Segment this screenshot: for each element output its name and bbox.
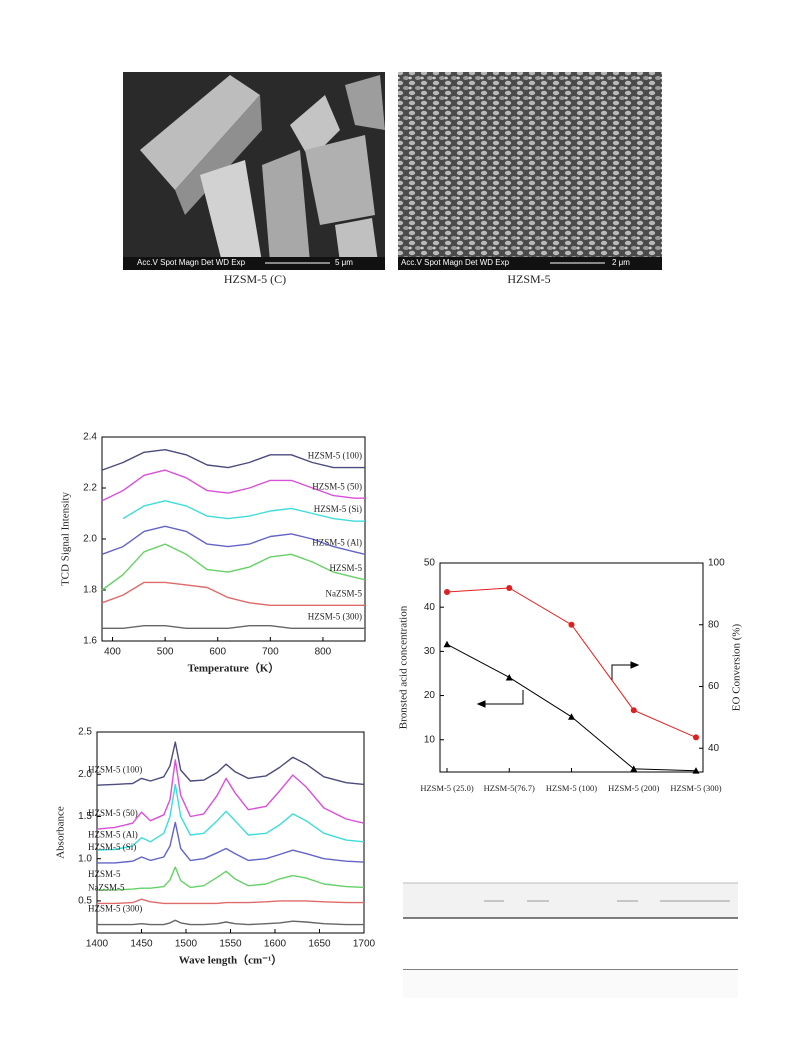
x-tick-label: 400 bbox=[104, 647, 121, 658]
y-tick-label: 20 bbox=[424, 690, 436, 701]
series-label: HZSM-5 (300) bbox=[88, 904, 142, 914]
series-label: HZSM-5 bbox=[88, 869, 121, 879]
sem-image: Acc.V Spot Magn Det WD Exp 5 μm bbox=[123, 72, 385, 270]
y2-tick-label: 60 bbox=[708, 681, 720, 692]
chart: 0.5 1.0 1.5 2.0 2.5 Absorbance 1400 1450 1500 155… bbox=[55, 727, 376, 967]
y2-tick-label: 80 bbox=[708, 619, 720, 630]
x-tick-label: 1700 bbox=[353, 939, 376, 950]
x-tick-label: 1500 bbox=[175, 939, 198, 950]
chart: 1.6 1.8 2.0 2.2 2.4 TCD Signal Intensity 400 50… bbox=[60, 432, 366, 675]
series-label: HZSM-5 (50) bbox=[312, 481, 362, 491]
sem-image: Acc.V Spot Magn Det WD Exp 2 μm bbox=[398, 72, 662, 270]
series-label: NaZSM-5 bbox=[326, 588, 363, 598]
marker bbox=[693, 734, 699, 741]
series-label: HZSM-5 (300) bbox=[308, 611, 362, 621]
x-tick-label: 1400 bbox=[86, 939, 109, 950]
marker bbox=[443, 640, 451, 648]
series-line bbox=[97, 919, 364, 926]
series-label: HZSM-5 (Al) bbox=[312, 537, 362, 547]
y2-tick-label: 40 bbox=[708, 743, 720, 754]
sem-info: Acc.V Spot Magn Det WD Exp bbox=[401, 258, 510, 267]
table bbox=[403, 882, 738, 998]
marker bbox=[630, 707, 637, 714]
series-line bbox=[96, 783, 365, 851]
series-line bbox=[122, 500, 365, 522]
x-tick-label: 700 bbox=[262, 647, 279, 658]
y-tick-label: 1.8 bbox=[83, 585, 97, 596]
marker bbox=[444, 589, 450, 596]
series-label: HZSM-5 (Si) bbox=[314, 504, 362, 514]
figure-caption: HZSM-5 (C) bbox=[224, 272, 286, 286]
x-tick-label: HZSM-5 (300) bbox=[670, 783, 721, 793]
series-label: NaZSM-5 bbox=[88, 883, 125, 893]
series-line bbox=[101, 449, 365, 471]
series-label: HZSM-5 (Si) bbox=[88, 842, 136, 852]
y2-tick-label: 100 bbox=[708, 558, 725, 569]
sem-info: Acc.V Spot Magn Det WD Exp bbox=[137, 258, 246, 267]
y-axis-label: Absorbance bbox=[55, 806, 67, 859]
marker bbox=[505, 673, 513, 681]
y-tick-label: 2.4 bbox=[83, 432, 97, 443]
y-tick-label: 1.0 bbox=[78, 853, 92, 864]
figure-caption: HZSM-5 bbox=[507, 272, 550, 286]
y-tick-label: 10 bbox=[424, 734, 436, 745]
marker bbox=[568, 713, 575, 720]
series-line bbox=[102, 625, 365, 629]
series-label: HZSM-5 (100) bbox=[88, 764, 142, 774]
x-axis-label: Temperature（K） bbox=[188, 662, 280, 675]
x-tick-label: 1600 bbox=[264, 939, 287, 950]
x-tick-label: 600 bbox=[209, 647, 226, 658]
series-label: HZSM-5 bbox=[329, 563, 362, 573]
x-tick-label: HZSM-5 (100) bbox=[546, 783, 597, 793]
marker bbox=[568, 621, 575, 628]
series-line bbox=[97, 898, 364, 905]
y2-axis-label: EO Conversion (%) bbox=[731, 623, 743, 711]
x-tick-label: HZSM-5 (25.0) bbox=[420, 783, 474, 793]
y-tick-label: 2.0 bbox=[83, 534, 97, 545]
arrows bbox=[476, 661, 640, 708]
series-line bbox=[97, 821, 365, 864]
y-tick-label: 50 bbox=[424, 558, 436, 569]
y-tick-label: 30 bbox=[424, 646, 436, 657]
series-line bbox=[96, 741, 365, 786]
series-label: HZSM-5 (Al) bbox=[88, 829, 138, 839]
series-line bbox=[101, 543, 366, 591]
y-tick-label: 40 bbox=[424, 602, 436, 613]
y-axis-label: TCD Signal Intensity bbox=[60, 491, 72, 586]
y-tick-label: 1.6 bbox=[83, 636, 97, 647]
marker bbox=[630, 765, 638, 772]
x-tick-label: HZSM-5 (200) bbox=[608, 783, 659, 793]
x-tick-label: 800 bbox=[315, 647, 332, 658]
y-axis-label: Bronsted acid concentration bbox=[398, 605, 410, 729]
series-label: HZSM-5 (50) bbox=[88, 808, 138, 818]
sem-scale: 5 μm bbox=[335, 258, 353, 267]
x-tick-label: 1650 bbox=[308, 939, 331, 950]
series-line bbox=[446, 643, 697, 772]
x-tick-label: 1550 bbox=[219, 939, 242, 950]
x-tick-label: 500 bbox=[157, 647, 174, 658]
plot-frame bbox=[439, 562, 704, 773]
marker bbox=[506, 585, 513, 592]
series-line bbox=[97, 866, 365, 891]
series-label: HZSM-5 (100) bbox=[308, 451, 362, 461]
series-line bbox=[96, 759, 365, 830]
y-tick-label: 0.5 bbox=[78, 896, 92, 907]
chart: 10 20 30 40 50 Bronsted acid concentration 40 6… bbox=[398, 558, 743, 793]
y-tick-label: 2.2 bbox=[83, 483, 97, 494]
x-tick-label: 1450 bbox=[130, 939, 153, 950]
series-line bbox=[101, 469, 365, 502]
x-tick-label: HZSM-5(76.7) bbox=[484, 783, 535, 793]
y-tick-label: 2.5 bbox=[78, 727, 92, 738]
y-tick-label: 2.0 bbox=[78, 769, 92, 780]
sem-scale: 2 μm bbox=[612, 258, 630, 267]
marker bbox=[692, 767, 700, 774]
y-tick-label: 1.5 bbox=[78, 811, 92, 822]
x-axis-label: Wave length（cm⁻¹） bbox=[179, 954, 283, 967]
series-line bbox=[101, 581, 365, 606]
series-line bbox=[101, 525, 366, 555]
